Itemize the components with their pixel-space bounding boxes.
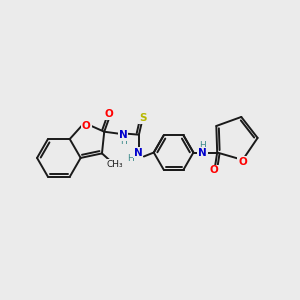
- Text: O: O: [210, 165, 219, 176]
- Text: O: O: [105, 109, 114, 119]
- Text: H: H: [128, 154, 134, 163]
- Text: S: S: [139, 113, 147, 123]
- Text: N: N: [119, 130, 128, 140]
- Text: H: H: [120, 137, 126, 146]
- Text: H: H: [199, 141, 206, 150]
- Text: N: N: [134, 148, 142, 158]
- Text: O: O: [82, 121, 91, 131]
- Text: CH₃: CH₃: [106, 160, 123, 169]
- Text: O: O: [238, 157, 247, 167]
- Text: N: N: [198, 148, 207, 158]
